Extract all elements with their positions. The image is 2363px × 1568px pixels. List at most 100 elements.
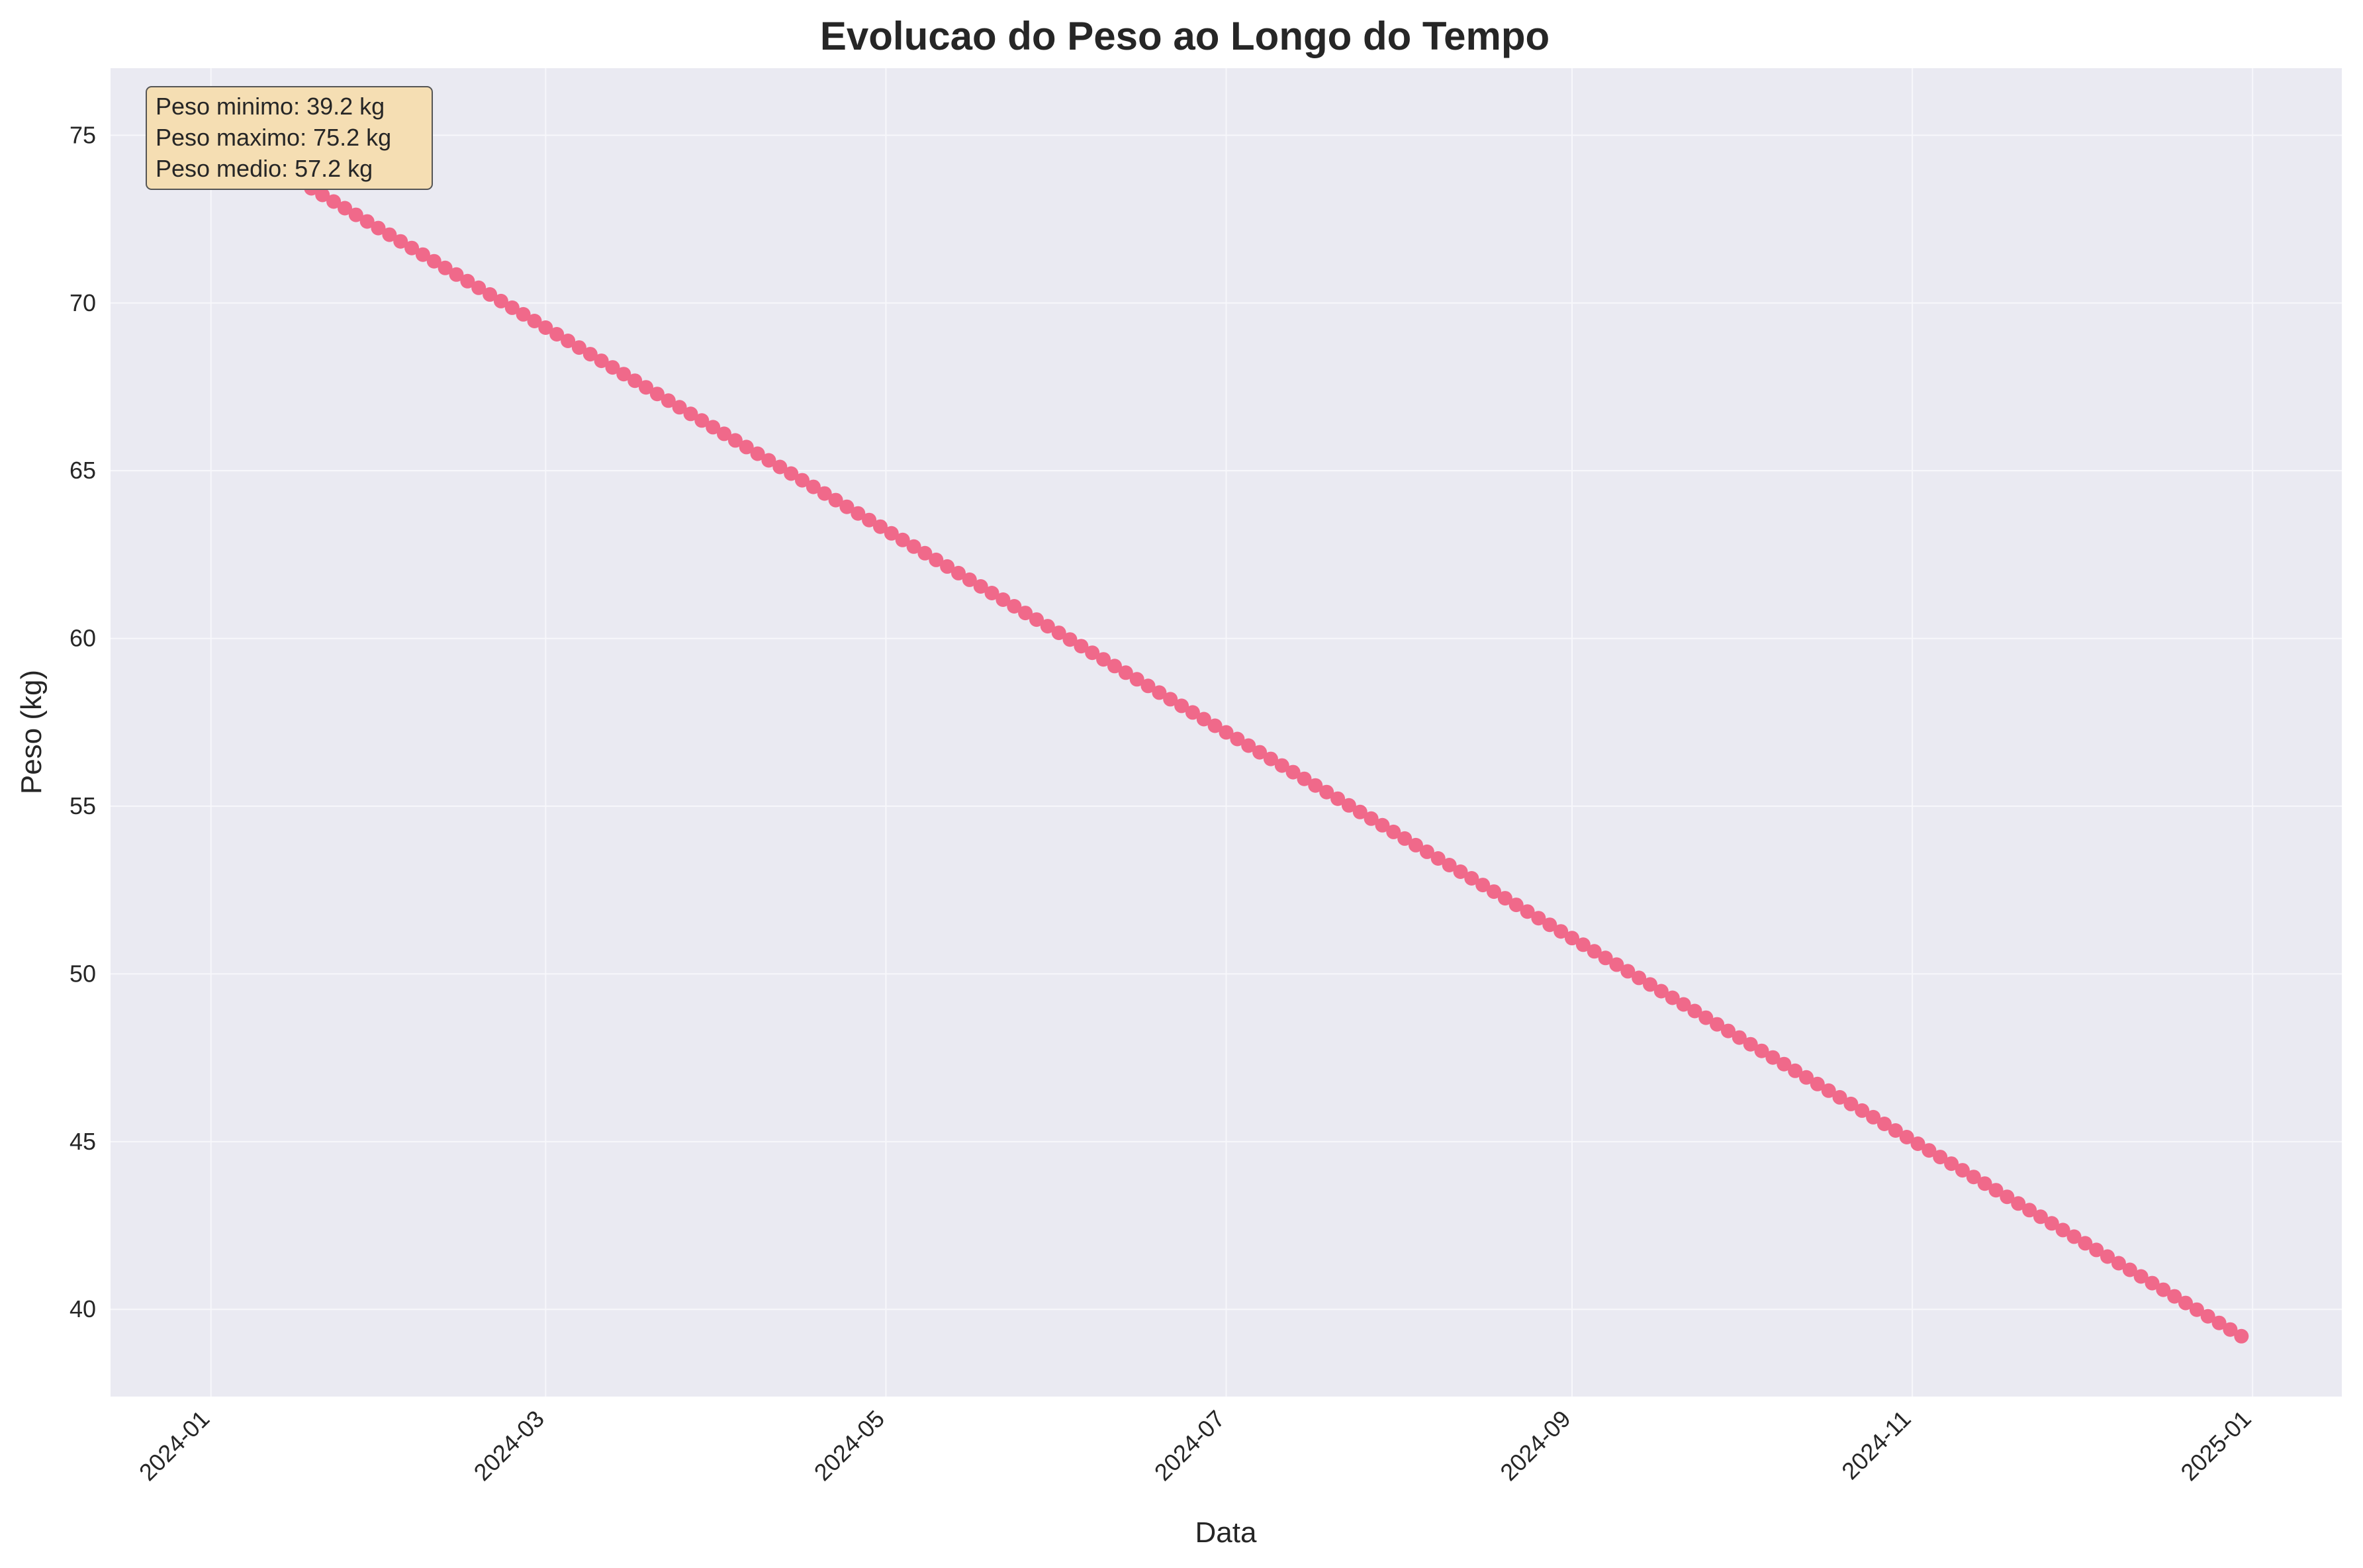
- data-point: [1910, 1136, 1925, 1151]
- data-point: [951, 565, 966, 580]
- data-point: [1698, 1010, 1714, 1025]
- info-max-weight: Peso maximo: 75.2 kg: [156, 124, 391, 151]
- data-point: [1252, 745, 1268, 760]
- data-point: [661, 393, 676, 408]
- data-point: [1174, 698, 1189, 714]
- data-point: [2200, 1309, 2215, 1324]
- data-point: [538, 320, 553, 335]
- data-point: [1409, 837, 1423, 853]
- data-point: [382, 227, 397, 242]
- data-point: [1297, 771, 1312, 786]
- x-tick-label: 2024-05: [809, 1405, 890, 1486]
- data-point: [616, 367, 631, 382]
- data-point: [1185, 705, 1200, 720]
- data-point: [2111, 1256, 2126, 1271]
- info-mean-weight: Peso medio: 57.2 kg: [156, 155, 373, 182]
- data-point: [2011, 1196, 2026, 1211]
- data-point: [1118, 665, 1133, 680]
- data-point: [1598, 950, 1613, 966]
- data-point: [1497, 891, 1512, 906]
- data-point: [1520, 904, 1535, 919]
- data-point: [1575, 937, 1591, 952]
- data-point: [851, 506, 866, 521]
- data-point: [884, 526, 899, 541]
- data-point: [338, 201, 352, 216]
- data-point: [2089, 1242, 2104, 1258]
- data-point: [1207, 718, 1223, 733]
- data-point: [1352, 804, 1367, 819]
- data-point: [582, 347, 598, 362]
- data-point: [527, 314, 542, 328]
- data-point: [1732, 1030, 1747, 1045]
- data-point: [1007, 599, 1022, 614]
- data-point: [2223, 1322, 2238, 1337]
- data-point: [1899, 1130, 1914, 1144]
- data-point: [683, 406, 698, 422]
- data-point: [1609, 957, 1624, 972]
- x-tick-label: 2024-01: [134, 1405, 214, 1486]
- data-point: [2145, 1275, 2160, 1291]
- data-point: [873, 519, 888, 534]
- data-point: [1152, 685, 1167, 700]
- data-point: [1665, 990, 1680, 1005]
- data-point: [1587, 944, 1602, 959]
- data-point: [1966, 1170, 1981, 1185]
- data-point: [727, 433, 743, 448]
- x-tick-label: 2024-11: [1836, 1405, 1916, 1485]
- data-point: [471, 280, 486, 295]
- data-point: [1386, 824, 1401, 839]
- data-point: [984, 586, 999, 600]
- data-point: [1944, 1156, 1959, 1172]
- data-point: [795, 473, 810, 488]
- data-point: [1341, 798, 1356, 813]
- data-point: [359, 214, 375, 229]
- data-point: [1855, 1103, 1870, 1118]
- data-point: [1933, 1150, 1948, 1165]
- data-point: [1988, 1183, 2004, 1198]
- data-point: [895, 532, 910, 547]
- data-point: [1788, 1063, 1803, 1078]
- data-point: [1721, 1023, 1736, 1038]
- data-point: [1442, 858, 1457, 872]
- data-point: [806, 479, 821, 494]
- data-point: [2234, 1328, 2249, 1344]
- data-point: [1632, 970, 1647, 986]
- data-point: [504, 300, 520, 315]
- data-point: [2122, 1262, 2137, 1277]
- data-point: [1274, 758, 1289, 773]
- x-tick-label: 2024-09: [1495, 1405, 1575, 1486]
- data-point: [940, 559, 955, 574]
- data-point: [1263, 751, 1278, 766]
- data-point: [1453, 864, 1468, 879]
- data-point: [571, 340, 586, 355]
- data-point: [1375, 817, 1390, 833]
- y-tick-label: 45: [70, 1128, 96, 1155]
- data-point: [1653, 984, 1669, 999]
- data-point: [1565, 931, 1579, 946]
- data-point: [1866, 1109, 1881, 1125]
- data-point: [761, 453, 776, 468]
- data-point: [817, 486, 832, 501]
- data-point: [2167, 1289, 2182, 1304]
- data-point: [2044, 1216, 2059, 1231]
- data-point: [1163, 692, 1178, 707]
- data-point: [404, 240, 420, 255]
- data-point: [1508, 898, 1524, 913]
- data-point: [1051, 625, 1066, 641]
- grid-lines: [111, 68, 2342, 1397]
- data-point: [717, 426, 731, 441]
- data-point: [750, 446, 765, 461]
- data-point: [1876, 1117, 1892, 1131]
- y-tick-label: 70: [70, 289, 96, 316]
- data-point: [1085, 645, 1100, 661]
- data-point: [1129, 672, 1144, 687]
- data-point: [426, 254, 441, 269]
- data-point: [639, 380, 653, 395]
- info-min-weight: Peso minimo: 39.2 kg: [156, 93, 385, 120]
- y-tick-label: 60: [70, 625, 96, 652]
- data-point: [1419, 844, 1434, 859]
- data-point: [2189, 1302, 2204, 1317]
- data-point: [1743, 1037, 1758, 1052]
- data-point: [1196, 712, 1211, 727]
- y-axis-label: Peso (kg): [15, 670, 48, 794]
